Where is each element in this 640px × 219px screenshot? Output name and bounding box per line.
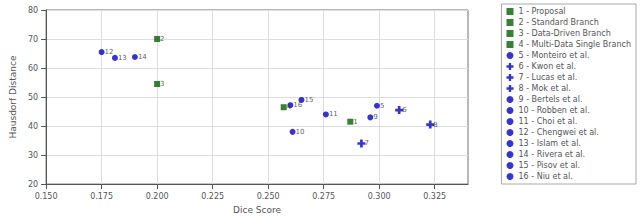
svg-text:0.175: 0.175 bbox=[90, 192, 113, 201]
svg-text:9 - Bertels et al.: 9 - Bertels et al. bbox=[518, 95, 582, 104]
svg-text:30: 30 bbox=[28, 151, 38, 160]
svg-text:70: 70 bbox=[28, 35, 38, 44]
svg-text:15 - Pisov et al.: 15 - Pisov et al. bbox=[518, 161, 580, 170]
svg-text:16: 16 bbox=[293, 101, 302, 109]
svg-text:13: 13 bbox=[118, 54, 127, 62]
svg-text:Hausdorf Distance: Hausdorf Distance bbox=[8, 55, 18, 138]
svg-text:16 - Niu et al.: 16 - Niu et al. bbox=[518, 172, 572, 181]
svg-text:11 - Choi et al.: 11 - Choi et al. bbox=[518, 117, 577, 126]
svg-text:12: 12 bbox=[105, 48, 114, 56]
svg-text:15: 15 bbox=[304, 96, 313, 104]
svg-text:4 - Multi-Data Single Branch: 4 - Multi-Data Single Branch bbox=[518, 40, 631, 49]
svg-text:0.200: 0.200 bbox=[146, 192, 169, 201]
svg-text:50: 50 bbox=[28, 93, 38, 102]
svg-text:0.300: 0.300 bbox=[368, 192, 391, 201]
svg-text:2 - Standard Branch: 2 - Standard Branch bbox=[518, 18, 598, 27]
svg-text:14: 14 bbox=[138, 53, 147, 61]
svg-text:0.150: 0.150 bbox=[35, 192, 58, 201]
svg-text:11: 11 bbox=[329, 110, 338, 118]
svg-text:12 - Chengwei et al.: 12 - Chengwei et al. bbox=[518, 128, 598, 137]
svg-text:0.250: 0.250 bbox=[257, 192, 280, 201]
svg-text:8 - Mok et al.: 8 - Mok et al. bbox=[518, 84, 570, 93]
svg-text:3 - Data-Driven Branch: 3 - Data-Driven Branch bbox=[518, 29, 610, 38]
svg-text:20: 20 bbox=[28, 180, 38, 189]
svg-text:0.275: 0.275 bbox=[312, 192, 335, 201]
svg-text:7 - Lucas et al.: 7 - Lucas et al. bbox=[518, 73, 577, 82]
svg-text:Dice Score: Dice Score bbox=[233, 205, 281, 215]
svg-text:5: 5 bbox=[380, 102, 384, 110]
svg-text:5 - Monteiro et al.: 5 - Monteiro et al. bbox=[518, 51, 589, 60]
svg-text:0.225: 0.225 bbox=[201, 192, 224, 201]
svg-text:1 - Proposal: 1 - Proposal bbox=[518, 7, 565, 16]
svg-text:40: 40 bbox=[28, 122, 38, 131]
svg-text:60: 60 bbox=[28, 64, 38, 73]
svg-text:80: 80 bbox=[28, 6, 38, 15]
svg-text:9: 9 bbox=[373, 113, 377, 121]
svg-text:8: 8 bbox=[433, 121, 437, 129]
svg-text:10: 10 bbox=[296, 128, 305, 136]
svg-text:1: 1 bbox=[353, 118, 357, 126]
svg-text:0.325: 0.325 bbox=[423, 192, 446, 201]
svg-text:10 - Robben et al.: 10 - Robben et al. bbox=[518, 106, 589, 115]
svg-text:6 - Kwon et al.: 6 - Kwon et al. bbox=[518, 62, 576, 71]
svg-text:7: 7 bbox=[364, 139, 368, 147]
svg-text:13 - Islam et al.: 13 - Islam et al. bbox=[518, 139, 580, 148]
svg-text:3: 3 bbox=[160, 80, 164, 88]
svg-text:4: 4 bbox=[287, 103, 292, 111]
svg-text:14 - Rivera et al.: 14 - Rivera et al. bbox=[518, 150, 585, 159]
svg-text:2: 2 bbox=[160, 35, 164, 43]
svg-text:6: 6 bbox=[402, 106, 407, 114]
